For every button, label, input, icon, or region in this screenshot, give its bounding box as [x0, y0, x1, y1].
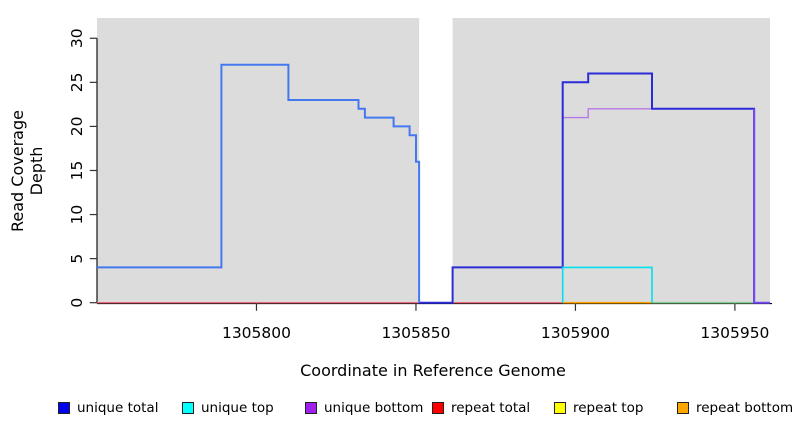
y-axis-title: Read Coverage Depth — [8, 110, 46, 232]
y-tick-label: 0 — [68, 298, 86, 308]
x-tick-label: 1305950 — [700, 324, 769, 342]
x-axis-title: Coordinate in Reference Genome — [300, 361, 566, 380]
series-line-unique-total-right — [419, 72, 756, 304]
legend-label: unique bottom — [324, 400, 424, 416]
plot-background-1 — [452, 18, 770, 304]
series-line-unique-bottom-right-edge — [753, 108, 770, 304]
legend-swatch-unique-total — [58, 402, 70, 414]
legend-item-repeat-top: repeat top — [554, 400, 643, 416]
series-line-unique-top — [561, 266, 653, 303]
legend-swatch-repeat-bottom — [677, 402, 689, 414]
y-tick-label: 20 — [68, 117, 86, 137]
x-tick-label: 1305900 — [541, 324, 610, 342]
x-tick-label: 1305850 — [381, 324, 450, 342]
y-tick-label: 15 — [68, 161, 86, 181]
y-tick-label: 10 — [68, 205, 86, 225]
x-tick-label: 1305800 — [222, 324, 291, 342]
plot-background-0 — [97, 18, 420, 304]
legend-label: repeat bottom — [696, 400, 792, 416]
legend-item-repeat-bottom: repeat bottom — [677, 400, 792, 416]
legend-item-unique-bottom: unique bottom — [305, 400, 423, 416]
legend-swatch-unique-bottom — [305, 402, 317, 414]
y-tick-label: 5 — [68, 254, 86, 264]
legend-swatch-unique-top — [182, 402, 194, 414]
y-tick-label: 30 — [68, 28, 86, 48]
y-tick-label: 25 — [68, 72, 86, 92]
series-line-unique-total-left — [97, 63, 421, 303]
legend-swatch-repeat-top — [554, 402, 566, 414]
legend-item-repeat-total: repeat total — [432, 400, 530, 416]
legend-item-unique-total: unique total — [58, 400, 158, 416]
coverage-chart: 1305800 1305850 1305900 1305950 0 5 10 15 20 25 30 — [68, 18, 772, 342]
legend-label: repeat top — [573, 400, 644, 416]
legend-label: unique total — [77, 400, 159, 416]
legend-item-unique-top: unique top — [182, 400, 274, 416]
legend-swatch-repeat-total — [432, 402, 444, 414]
legend-label: unique top — [201, 400, 274, 416]
legend-label: repeat total — [451, 400, 531, 416]
